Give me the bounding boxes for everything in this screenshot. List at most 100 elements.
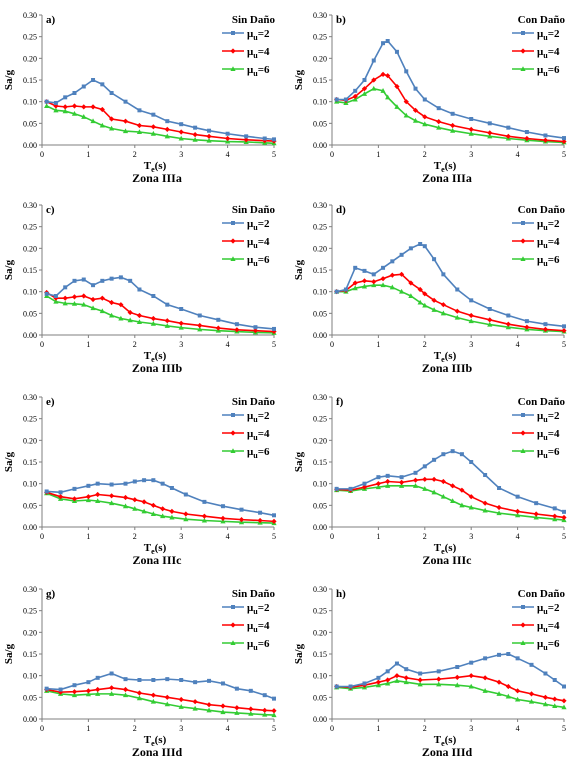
series-1 [334,71,567,145]
x-tick-label: 5 [562,150,566,159]
data-point [178,704,184,709]
data-point [353,265,358,270]
x-tick-label: 4 [226,532,230,541]
data-point [362,681,367,686]
x-tick-label: 4 [516,532,520,541]
zone-label: Zona IIIc [132,553,182,567]
y-tick-label: 0.30 [313,201,327,210]
data-point [53,103,59,109]
x-tick-label: 3 [469,340,473,349]
data-point [403,112,409,118]
data-point [109,691,115,696]
x-tick-label: 0 [330,724,334,733]
data-point [206,133,212,139]
data-point [334,289,339,294]
data-point [528,698,535,704]
series-2 [44,688,277,718]
data-point [542,326,549,332]
data-point [192,137,198,142]
x-axis-label-base: T [144,160,152,172]
data-point [496,691,502,696]
data-point [90,118,96,124]
legend-label: μu=4 [247,46,270,60]
data-point [371,58,376,63]
legend-label: μu=4 [537,428,560,442]
legend-label-tail: =4 [258,620,270,632]
data-point [376,475,381,480]
y-tick-label: 0.20 [313,628,327,637]
data-point [118,275,123,280]
legend-title: Sin Daño [232,588,276,600]
data-point [543,322,548,327]
data-point [408,293,414,298]
legend-label-tail: =4 [548,620,560,632]
series-line [46,492,275,524]
data-point [352,93,358,100]
data-point [561,138,567,145]
data-point [151,294,156,298]
data-point [178,135,184,141]
data-point [381,265,386,270]
data-point [165,119,170,124]
data-point [272,326,276,331]
x-tick-label: 0 [330,150,334,159]
legend-marker [231,413,235,417]
data-point [122,128,129,134]
data-point [178,324,184,330]
data-point [385,669,390,674]
data-point [193,680,198,685]
data-point [441,452,446,457]
data-point [394,83,400,90]
data-point [72,486,77,491]
x-axis-label-base: T [144,542,152,554]
legend-marker [520,430,526,436]
chart-panel-f: 0.00 0.05 0.10 0.15 0.20 0.25 0.30 0 1 2 3 4 5 f) Sa/g… [293,393,567,567]
data-point [109,91,114,95]
data-point [417,681,423,687]
data-point [562,509,566,514]
data-point [136,690,143,696]
data-point [412,483,419,488]
data-point [412,107,419,113]
series-0 [44,78,276,142]
data-point [71,103,78,109]
x-tick-label: 1 [376,532,380,541]
x-axis-label-base: T [434,542,442,554]
series-1 [44,489,277,524]
legend-marker [521,31,525,35]
data-point [343,97,348,102]
data-point [487,321,493,327]
data-point [348,684,353,689]
data-point [440,493,446,499]
data-point [150,320,156,326]
legend-label-tail: =2 [548,410,560,422]
data-point [533,511,539,517]
y-tick-label: 0.25 [23,33,37,42]
data-point [122,503,129,509]
legend-label-base: μ [247,254,254,266]
legend-label-tail: =6 [258,638,270,650]
data-point [515,494,520,499]
x-tick-label: 1 [376,724,380,733]
data-point [58,687,63,692]
data-point [53,107,59,113]
series-line [46,672,275,700]
data-point [552,506,557,511]
data-point [487,307,492,311]
data-point [385,680,391,686]
x-tick-label: 2 [133,150,137,159]
data-point [136,122,143,129]
data-point [380,71,386,77]
data-point [123,99,128,104]
data-point [150,502,156,508]
data-point [234,686,239,691]
data-point [179,678,184,682]
data-point [62,108,68,114]
data-point [128,278,133,283]
legend-label: μu=6 [537,446,560,460]
legend-label-sub: u [543,33,548,42]
data-point [515,512,521,518]
